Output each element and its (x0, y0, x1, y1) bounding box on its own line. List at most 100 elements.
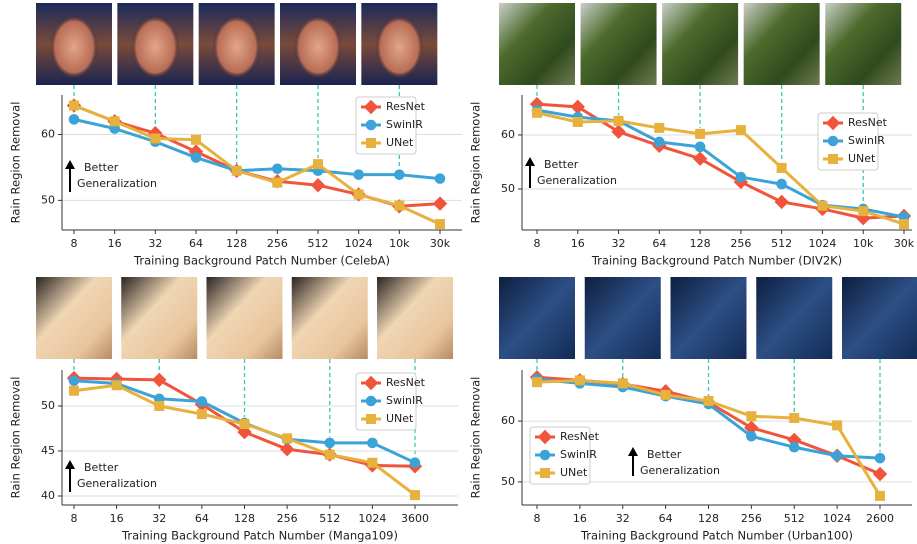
legend-marker (366, 396, 376, 406)
data-point (696, 129, 705, 138)
data-point (875, 453, 885, 463)
legend-label: UNet (848, 152, 876, 165)
x-tick-label: 1024 (345, 237, 373, 250)
thumbnail (756, 277, 832, 359)
thumbnail (377, 277, 453, 359)
data-point (312, 179, 325, 192)
thumbnail (207, 277, 283, 359)
data-point (112, 381, 121, 390)
data-point (70, 386, 79, 395)
annotation-arrowhead (628, 447, 638, 456)
x-tick-label: 2600 (866, 512, 894, 525)
x-tick-label: 10k (389, 237, 410, 250)
legend-label: SwinIR (560, 448, 597, 461)
data-point (395, 170, 405, 180)
x-tick-label: 16 (108, 237, 122, 250)
data-point (434, 197, 447, 210)
x-tick-label: 64 (659, 512, 673, 525)
legend-label: UNet (386, 136, 414, 149)
annotation: Generalization (77, 477, 157, 490)
data-point (191, 153, 201, 163)
data-point (533, 378, 542, 387)
annotation: Generalization (640, 464, 720, 477)
thumbnail-face (50, 15, 98, 79)
x-tick-label: 512 (784, 512, 805, 525)
data-point (694, 152, 707, 165)
legend-label: ResNet (848, 116, 888, 129)
data-point (411, 491, 420, 500)
data-point (859, 207, 868, 216)
x-tick-label: 256 (741, 512, 762, 525)
x-tick-label: 32 (152, 512, 166, 525)
thumbnail (585, 277, 661, 359)
y-tick-label: 60 (41, 128, 55, 141)
data-point (775, 195, 788, 208)
x-tick-label: 10k (853, 237, 874, 250)
thumbnail (121, 277, 197, 359)
data-point (876, 491, 885, 500)
x-tick-label: 128 (234, 512, 255, 525)
data-point (704, 397, 713, 406)
legend-marker (367, 139, 376, 148)
data-point (368, 438, 378, 448)
thumbnail (499, 277, 575, 359)
x-tick-label: 128 (698, 512, 719, 525)
data-point (575, 376, 584, 385)
legend-label: ResNet (560, 430, 600, 443)
x-axis-title: Training Background Patch Number (CelebA… (133, 254, 390, 268)
y-axis-title: Rain Region Removal (469, 102, 483, 224)
legend-marker (366, 120, 376, 130)
y-tick-label: 40 (41, 489, 55, 502)
annotation: Generalization (77, 177, 157, 190)
y-tick-label: 50 (501, 475, 515, 488)
thumbnail (36, 277, 112, 359)
thumbnail (581, 3, 657, 85)
data-point (155, 402, 164, 411)
data-point (410, 458, 420, 468)
x-tick-label: 256 (730, 237, 751, 250)
thumbnail-face (131, 15, 179, 79)
data-point (435, 174, 445, 184)
x-tick-label: 16 (573, 512, 587, 525)
x-tick-label: 30k (430, 237, 451, 250)
x-tick-label: 512 (308, 237, 329, 250)
legend-label: SwinIR (848, 134, 885, 147)
x-tick-label: 256 (267, 237, 288, 250)
legend-label: UNet (386, 412, 414, 425)
x-tick-label: 30k (894, 237, 915, 250)
y-tick-label: 60 (501, 128, 515, 141)
data-point (614, 116, 623, 125)
data-point (832, 451, 842, 461)
page: {"chart_data": [ {"type": "line", "xlabe… (0, 0, 917, 544)
legend-marker (540, 450, 550, 460)
data-point (736, 126, 745, 135)
x-tick-label: 128 (690, 237, 711, 250)
annotation: Better (647, 448, 682, 461)
data-point (573, 118, 582, 127)
x-tick-label: 16 (110, 512, 124, 525)
data-point (110, 117, 119, 126)
data-point (612, 125, 625, 138)
thumbnail (499, 3, 575, 85)
y-axis-title: Rain Region Removal (9, 377, 23, 499)
x-tick-label: 32 (612, 237, 626, 250)
data-point (197, 410, 206, 419)
data-point (69, 376, 79, 386)
data-point (790, 414, 799, 423)
x-tick-label: 1024 (808, 237, 836, 250)
subplot: 50608163264128256512102410k30kTraining B… (469, 3, 915, 268)
data-point (736, 172, 746, 182)
data-point (655, 137, 665, 147)
y-tick-label: 50 (41, 193, 55, 206)
x-tick-label: 8 (534, 237, 541, 250)
data-point (818, 201, 827, 210)
data-point (354, 170, 364, 180)
x-tick-label: 32 (616, 512, 630, 525)
x-tick-label: 128 (226, 237, 247, 250)
thumbnail (292, 277, 368, 359)
annotation-arrowhead (65, 160, 75, 169)
